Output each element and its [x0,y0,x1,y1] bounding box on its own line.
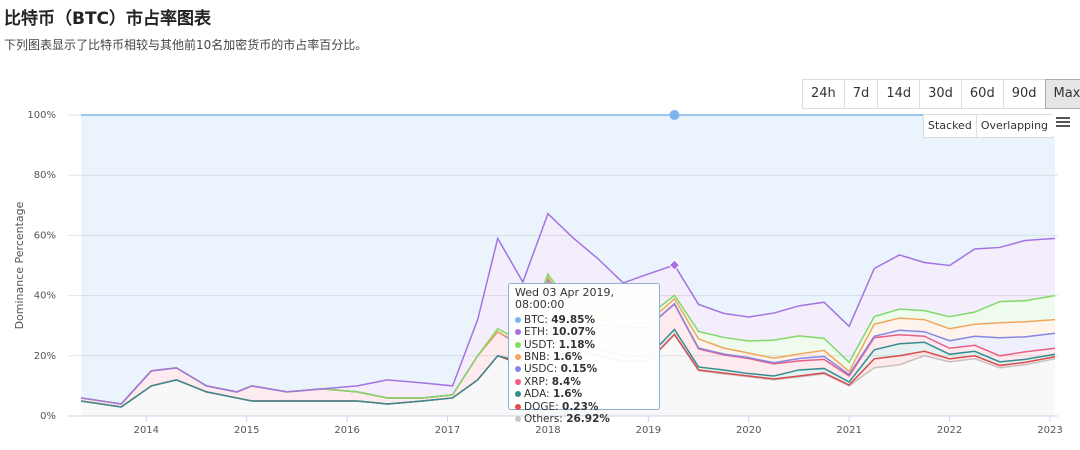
menu-button[interactable] [1052,114,1075,136]
tooltip-row: BNB1.6% [515,351,653,363]
y-tick-label: 80% [34,170,56,181]
hover-marker [669,110,680,120]
tooltip-dot [515,316,521,323]
tooltip-value: 10.07% [551,326,596,339]
tooltip-name: BNB [524,351,553,363]
y-axis-label: Dominance Percentage [13,201,26,329]
tooltip-dot [515,378,521,385]
range-button[interactable]: 60d [960,79,1004,109]
range-button[interactable]: 14d [877,79,921,109]
tooltip-row: USDC0.15% [515,363,653,375]
tooltip-value: 1.18% [558,338,596,351]
tooltip-dot [515,354,521,361]
tooltip-title: Wed 03 Apr 2019, 08:00:00 [515,286,614,312]
y-tick-label: 40% [34,291,56,302]
tooltip-row: USDT1.18% [515,339,653,351]
x-tick-label: 2018 [535,425,560,436]
tooltip-row: ETH10.07% [515,326,653,338]
tooltip-dot [515,416,521,423]
tooltip-value: 0.15% [560,363,598,376]
y-tick-label: 20% [34,351,56,362]
tooltip-dot [515,391,521,398]
tooltip-row: BTC49.85% [515,314,653,326]
area-fill [81,213,1055,404]
page-title: 比特币（BTC）市占率图表 [4,9,212,29]
tooltip-name: USDT [524,339,559,351]
x-tick-label: 2019 [636,425,661,436]
hover-marker [668,259,681,271]
x-tick-label: 2021 [836,425,861,436]
range-button[interactable]: 90d [1002,79,1046,109]
tooltip-value: 1.6% [552,388,583,401]
x-tick-label: 2015 [234,425,259,436]
x-tick-label: 2023 [1037,425,1062,436]
page-subtitle: 下列图表显示了比特币相较与其他前10名加密货币的市占率百分比。 [4,38,368,52]
tooltip-name: ETH [524,326,552,338]
tooltip-value: 1.6% [553,351,583,364]
tooltip-name: USDC [524,363,561,375]
tooltip-name: ADA [524,388,553,400]
mode-buttons: Stacked Overlapping [923,114,1075,138]
tooltip-row: ADA1.6% [515,388,653,400]
area-fill [81,115,1055,404]
tooltip-row: DOGE0.23% [515,401,653,413]
mode-button[interactable]: Overlapping [975,114,1054,138]
x-tick-label: 2016 [334,425,359,436]
x-tick-label: 2014 [134,425,159,436]
tooltip-value: 0.23% [562,400,599,413]
y-tick-label: 60% [34,230,56,241]
x-tick-label: 2022 [937,425,962,436]
mode-button[interactable]: Stacked [923,114,977,138]
series-line [80,212,1056,405]
range-button[interactable]: Max [1044,79,1080,109]
tooltip-row: Others26.92% [515,413,653,425]
range-button[interactable]: 7d [843,79,879,109]
tooltip-value: 49.85% [551,313,595,326]
tooltip-dot [515,329,521,336]
tooltip-dot [515,341,521,348]
tooltip-name: Others [524,413,566,425]
range-button[interactable]: 24h [802,79,845,109]
tooltip: Wed 03 Apr 2019, 08:00:00 BTC49.85%ETH10.… [508,283,660,425]
range-buttons: 24h 7d 14d 30d 60d 90d Max [802,79,1080,109]
tooltip-name: XRP [524,376,552,388]
x-tick-label: 2020 [736,425,761,436]
tooltip-dot [515,403,521,410]
tooltip-value: 26.92% [566,413,610,426]
y-tick-label: 0% [40,411,56,422]
tooltip-value: 8.4% [551,375,581,388]
tooltip-name: DOGE [524,401,562,413]
x-tick-label: 2017 [435,425,460,436]
tooltip-name: BTC [524,314,551,326]
tooltip-row: XRP8.4% [515,376,653,388]
tooltip-dot [515,366,521,373]
range-button[interactable]: 30d [919,79,962,109]
y-tick-label: 100% [27,110,56,121]
